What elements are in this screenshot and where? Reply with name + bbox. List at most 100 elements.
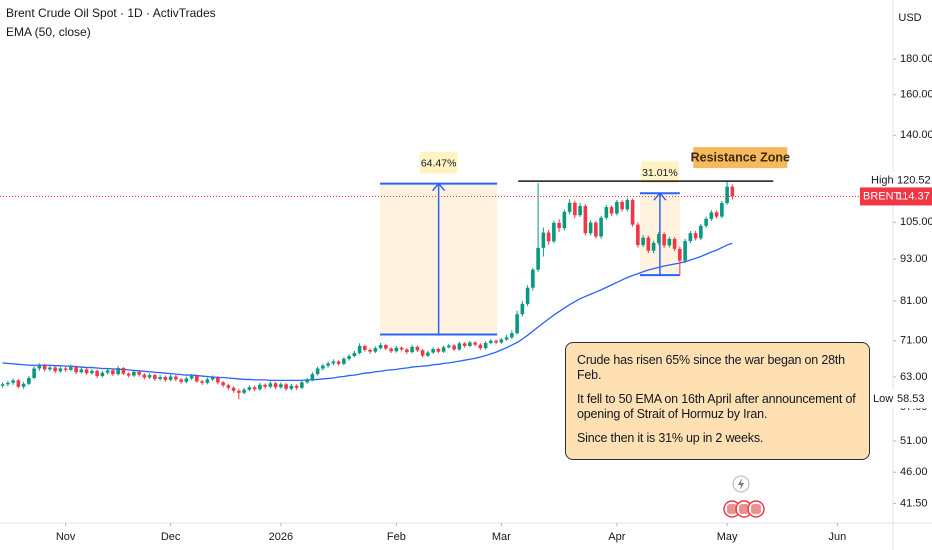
candle-body [436,349,441,352]
candle-body [646,237,651,251]
candle-body [704,218,708,226]
note-line: Since then it is 31% up in 2 weeks. [577,431,764,445]
measure-label: 64.47% [421,157,457,169]
candle-body [142,374,147,378]
candle-body [515,314,519,334]
candle-body [594,222,598,237]
candle-body [321,365,325,369]
candle-body [357,345,362,353]
candle-body [373,348,378,352]
candle-body [688,233,693,242]
candle-body [11,380,15,383]
note-line: Crude has risen 65% since the war began … [577,353,845,382]
candle-body [546,232,551,242]
candle-body [132,371,136,376]
candle-body [168,376,173,380]
measure-label-bg [640,161,679,184]
candle-body [620,201,624,210]
candle-body [231,387,236,391]
candle-body [441,347,446,352]
candle-body [205,379,210,383]
candle-body [58,368,63,372]
candle-body [504,337,509,340]
last-badge-value: 114.37 [897,190,930,202]
high-badge-label: High [871,174,894,186]
candle-body [352,352,357,357]
candle-body [21,383,26,387]
candle-body [525,287,530,304]
candle-body [583,206,588,234]
candle-body [447,345,451,348]
resistance-label-bg [693,147,788,169]
candle-body [651,242,656,251]
candle-body [105,370,110,373]
candle-body [279,384,283,388]
candle-body [210,377,215,380]
candle-body [389,348,393,352]
flag-fill [727,504,737,514]
measure-label-bg [419,151,458,174]
data-layer [0,180,893,400]
candle-body [247,387,252,390]
indicator-legend: EMA (50, close) [6,25,91,39]
chart-title: Brent Crude Oil Spot · 1D · ActivTrades [6,6,216,20]
candle-body [452,345,456,350]
x-tick-label: Dec [161,531,181,543]
x-tick-label: Feb [387,531,406,543]
candle-body [641,237,645,246]
y-tick-label: 93.00 [900,253,928,265]
time-axis-bg [0,523,932,550]
candle-body [494,340,498,343]
candle-body [489,340,493,343]
annotation-layer [380,182,680,336]
candle-body [200,381,204,383]
candle-body [100,372,105,377]
candle-body [189,376,194,379]
y-tick-label: 63.00 [900,371,928,383]
candle-body [520,303,525,315]
candle-body [499,339,504,343]
candle-body [384,345,388,349]
candle-body [310,374,315,380]
candle-body [242,389,246,393]
candle-body [158,377,162,379]
candle-body [48,367,52,370]
candle-body [636,224,640,246]
candle-body [268,383,273,387]
candle-body [420,350,425,356]
candle-body [394,347,399,352]
y-tick-label: 71.00 [900,335,928,347]
candle-body [615,201,619,214]
x-tick-label: May [717,531,738,543]
note-line: It fell to 50 EMA on 16th April after an… [577,392,856,421]
y-tick-label: 51.00 [900,435,928,447]
candle-body [74,367,78,373]
candle-body [709,212,714,219]
candle-body [342,358,346,364]
candle-body [410,346,414,353]
candle-body [294,385,299,388]
event-icons [723,475,765,518]
candle-body [32,368,36,378]
x-tick-label: 2026 [269,531,293,543]
low-badge-label: Low [873,393,893,405]
candle-body [405,349,409,353]
candle-body [625,200,630,210]
candle-body [221,382,225,386]
candle-body [147,375,152,378]
low-badge-bg [869,390,932,409]
candle-body [184,378,189,382]
y-tick-label: 180.00 [900,53,932,65]
candle-body [95,370,99,377]
candle-body [415,346,420,351]
candle-body [331,361,336,364]
price-axis-bg [893,0,932,550]
resistance-label: Resistance Zone [691,150,790,164]
y-tick-label: 105.00 [900,216,932,228]
x-tick-label: Apr [608,531,625,543]
candle-body [121,368,126,374]
candle-body [16,380,21,387]
candle-body [604,207,609,218]
